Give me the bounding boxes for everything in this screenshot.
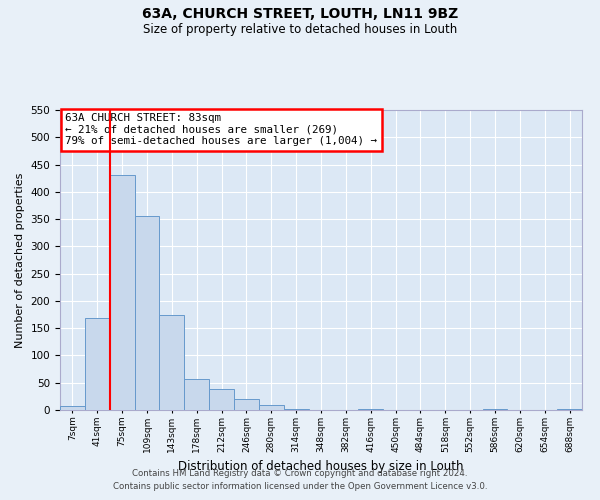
Bar <box>184 380 209 410</box>
Text: Contains HM Land Registry data © Crown copyright and database right 2024.: Contains HM Land Registry data © Crown c… <box>132 468 468 477</box>
Text: 63A CHURCH STREET: 83sqm
← 21% of detached houses are smaller (269)
79% of semi-: 63A CHURCH STREET: 83sqm ← 21% of detach… <box>65 113 377 146</box>
Bar <box>60 406 85 410</box>
Bar <box>85 318 110 410</box>
Bar <box>134 216 160 410</box>
Bar <box>259 404 284 410</box>
Bar <box>160 314 184 410</box>
Text: Contains public sector information licensed under the Open Government Licence v3: Contains public sector information licen… <box>113 482 487 491</box>
X-axis label: Distribution of detached houses by size in Louth: Distribution of detached houses by size … <box>178 460 464 473</box>
Bar <box>284 409 308 410</box>
Text: Size of property relative to detached houses in Louth: Size of property relative to detached ho… <box>143 22 457 36</box>
Y-axis label: Number of detached properties: Number of detached properties <box>15 172 25 348</box>
Bar <box>209 388 234 410</box>
Bar <box>234 398 259 410</box>
Bar <box>110 176 134 410</box>
Text: 63A, CHURCH STREET, LOUTH, LN11 9BZ: 63A, CHURCH STREET, LOUTH, LN11 9BZ <box>142 8 458 22</box>
